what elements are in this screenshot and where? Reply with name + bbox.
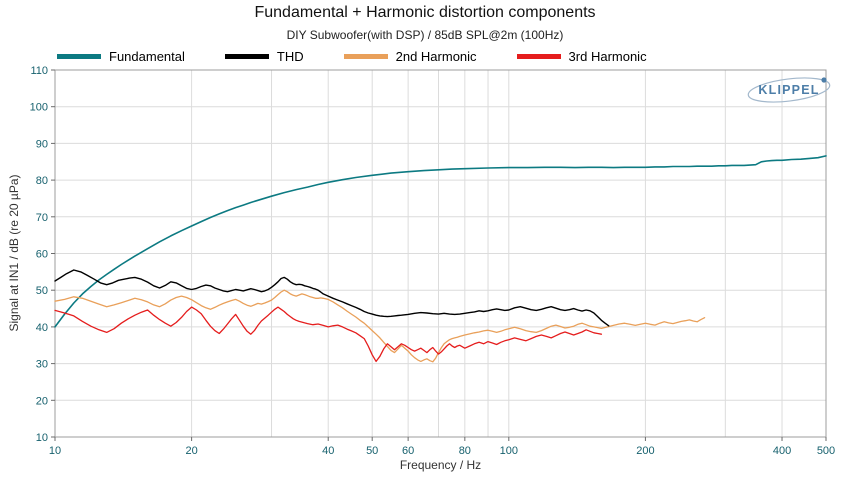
y-tick-label: 80	[36, 175, 48, 187]
klippel-logo: KLIPPEL	[744, 72, 834, 111]
legend-item-fundamental: Fundamental	[57, 49, 185, 64]
legend-swatch	[343, 54, 388, 59]
klippel-logo-text: KLIPPEL	[758, 83, 819, 97]
legend-item-2nd-harmonic: 2nd Harmonic	[343, 49, 477, 64]
x-tick-label: 10	[49, 445, 61, 457]
y-tick-label: 10	[36, 432, 48, 444]
x-tick-label: 400	[773, 445, 791, 457]
x-tick-label: 80	[459, 445, 471, 457]
y-axis-label: Signal at IN1 / dB (re 20 µPa)	[7, 174, 21, 332]
y-tick-label: 50	[36, 285, 48, 297]
y-tick-label: 40	[36, 322, 48, 334]
logo-orbit-ellipse	[747, 77, 831, 103]
legend-swatch	[224, 54, 269, 59]
page-subtitle: DIY Subwoofer(with DSP) / 85dB SPL@2m (1…	[286, 28, 564, 42]
x-tick-label: 60	[402, 445, 414, 457]
series-line-3rd-harmonic	[54, 306, 603, 363]
series-line-fundamental	[54, 155, 827, 328]
x-tick-label: 100	[500, 445, 518, 457]
y-tick-label: 100	[30, 102, 48, 114]
y-tick-label: 60	[36, 249, 48, 261]
legend-swatch	[57, 54, 101, 59]
legend-item-3rd-harmonic: 3rd Harmonic	[516, 49, 647, 64]
x-tick-label: 500	[817, 445, 835, 457]
legend-label: Fundamental	[109, 49, 185, 64]
klippel-logo-graphic: KLIPPEL	[747, 77, 831, 103]
x-tick-label: 40	[322, 445, 334, 457]
legend: Fundamental THD 2nd Harmonic 3rd Harmonic	[57, 49, 647, 64]
x-tick-label: 200	[636, 445, 654, 457]
page-title: Fundamental + Harmonic distortion compon…	[254, 4, 596, 21]
y-tick-label: 70	[36, 212, 48, 224]
y-tick-label: 20	[36, 395, 48, 407]
legend-label: 2nd Harmonic	[395, 49, 477, 64]
legend-item-thd: THD	[224, 49, 304, 64]
x-axis-label: Frequency / Hz	[399, 458, 482, 472]
x-tick-label: 20	[185, 445, 197, 457]
series-line-2nd-harmonic	[54, 289, 706, 363]
legend-label: THD	[276, 49, 304, 64]
series-line-thd	[54, 269, 610, 327]
y-tick-label: 90	[36, 138, 48, 150]
x-tick-label: 50	[366, 445, 378, 457]
legend-swatch	[516, 54, 561, 59]
legend-label: 3rd Harmonic	[568, 49, 647, 64]
y-tick-label: 30	[36, 359, 48, 371]
y-tick-label: 110	[30, 65, 48, 77]
logo-orbit-dot	[821, 77, 827, 83]
